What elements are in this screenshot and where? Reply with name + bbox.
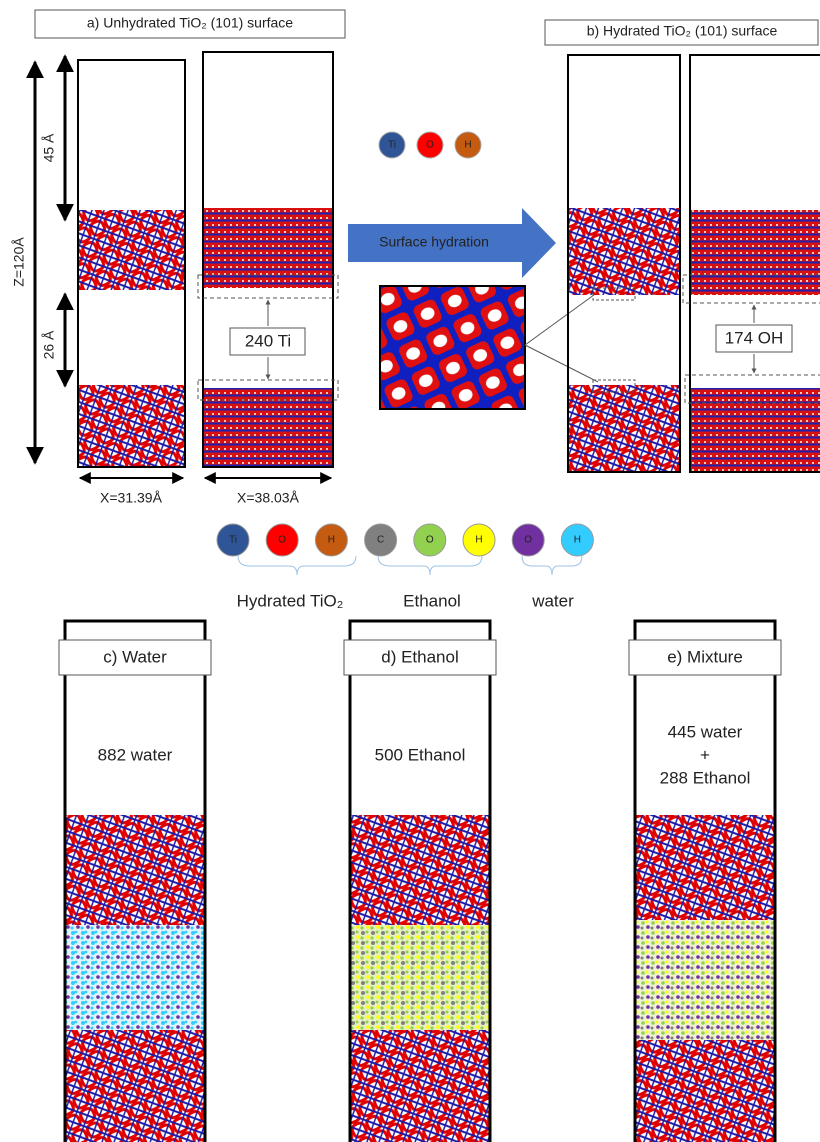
vacuum-label: 45 Å — [41, 133, 57, 162]
atom-label: H — [464, 140, 471, 151]
slab — [78, 210, 185, 290]
count-label: 240 Ti — [245, 331, 291, 350]
atom-label: H — [475, 535, 482, 546]
slab — [65, 815, 205, 925]
simulation-panels: c) Water 882 water d) Ethanol 500 Ethanol e)… — [59, 621, 781, 1142]
panel-title: a) Unhydrated TiO₂ (101) surface — [87, 15, 293, 31]
page: { "panel_a": {"title": "a) Unhydrated Ti… — [0, 0, 820, 1142]
slab — [350, 815, 490, 925]
atom-label: H — [328, 535, 335, 546]
content-label: 500 Ethanol — [375, 745, 466, 764]
atom-label: O — [426, 535, 434, 546]
atom-label: O — [278, 535, 286, 546]
slab — [78, 385, 185, 467]
content-label: 288 Ethanol — [660, 768, 751, 787]
atom-label: Ti — [388, 140, 396, 151]
slab — [690, 210, 820, 295]
atom-label: O — [426, 140, 434, 151]
atom-label: C — [377, 535, 384, 546]
count-label: 174 OH — [725, 328, 784, 347]
panel-title: d) Ethanol — [381, 647, 459, 666]
atom-label: O — [524, 535, 532, 546]
slab — [65, 1030, 205, 1142]
atom-legend: Ti O H C O H O H — [217, 524, 593, 556]
slab — [568, 208, 680, 295]
atom-label: H — [574, 535, 581, 546]
gap-label: 26 Å — [41, 330, 57, 359]
arrow-label: Surface hydration — [379, 234, 489, 250]
panel-title: c) Water — [103, 647, 167, 666]
liquid — [635, 920, 775, 1040]
slab — [635, 815, 775, 920]
slab — [635, 1040, 775, 1142]
group-bracket — [378, 556, 482, 575]
content-label: + — [700, 745, 710, 764]
liquid — [350, 925, 490, 1030]
group-label: Ethanol — [403, 591, 461, 610]
content-label: 882 water — [98, 745, 173, 764]
group-label: water — [531, 591, 574, 610]
group-bracket — [522, 556, 582, 575]
x-label: X=31.39Å — [100, 490, 163, 506]
panel-title: b) Hydrated TiO₂ (101) surface — [587, 23, 778, 39]
slab — [690, 388, 820, 472]
panel-title: e) Mixture — [667, 647, 743, 666]
inset-image — [380, 286, 525, 409]
group-bracket — [238, 556, 356, 575]
slab — [568, 385, 680, 472]
x-label: X=38.03Å — [237, 490, 300, 506]
slab — [350, 1030, 490, 1142]
figure: a) Unhydrated TiO₂ (101) surface Z=120Å … — [0, 0, 820, 1142]
content-label: 445 water — [668, 722, 743, 741]
z-label: Z=120Å — [11, 237, 27, 287]
inset-pointer — [525, 292, 598, 345]
atom-label: Ti — [229, 535, 237, 546]
inset-pointer — [525, 345, 598, 382]
slab — [203, 208, 333, 288]
liquid — [65, 925, 205, 1030]
group-label: Hydrated TiO₂ — [237, 591, 344, 610]
